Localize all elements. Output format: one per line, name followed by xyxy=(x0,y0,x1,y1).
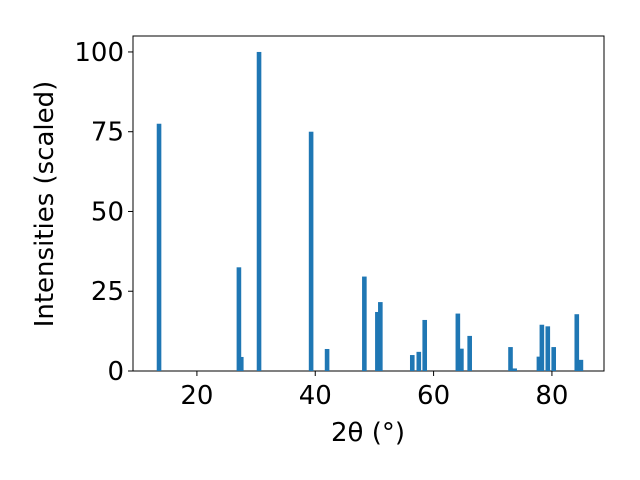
x-tick-label: 80 xyxy=(535,381,568,411)
y-tick-label: 100 xyxy=(74,38,124,68)
bar xyxy=(308,131,314,371)
bar xyxy=(416,351,422,371)
x-tick-label: 60 xyxy=(417,381,450,411)
bar xyxy=(459,348,464,371)
bar xyxy=(422,319,428,371)
bar xyxy=(236,267,242,371)
bar xyxy=(545,326,551,371)
bar xyxy=(455,313,461,371)
bar xyxy=(551,347,557,371)
axes-frame xyxy=(132,35,605,372)
x-tick-label: 20 xyxy=(180,381,213,411)
bar xyxy=(574,314,580,371)
y-axis-label: Intensities (scaled) xyxy=(30,81,60,328)
x-axis-label: 2θ (°) xyxy=(331,418,405,448)
bar xyxy=(512,368,517,371)
bar xyxy=(256,51,262,371)
y-tick-label: 75 xyxy=(91,118,124,148)
bar xyxy=(467,335,472,371)
bar xyxy=(156,123,162,371)
bar xyxy=(378,302,383,371)
bar xyxy=(324,348,330,371)
bar xyxy=(238,356,244,371)
bar xyxy=(539,324,545,371)
bar xyxy=(578,359,584,371)
y-tick-label: 50 xyxy=(91,197,124,227)
bar xyxy=(508,347,513,371)
bar xyxy=(362,276,367,371)
y-tick-label: 0 xyxy=(107,357,124,387)
x-tick-label: 40 xyxy=(299,381,332,411)
bar xyxy=(536,356,542,371)
bar xyxy=(409,355,415,371)
y-tick-label: 25 xyxy=(91,277,124,307)
bar xyxy=(375,311,380,371)
